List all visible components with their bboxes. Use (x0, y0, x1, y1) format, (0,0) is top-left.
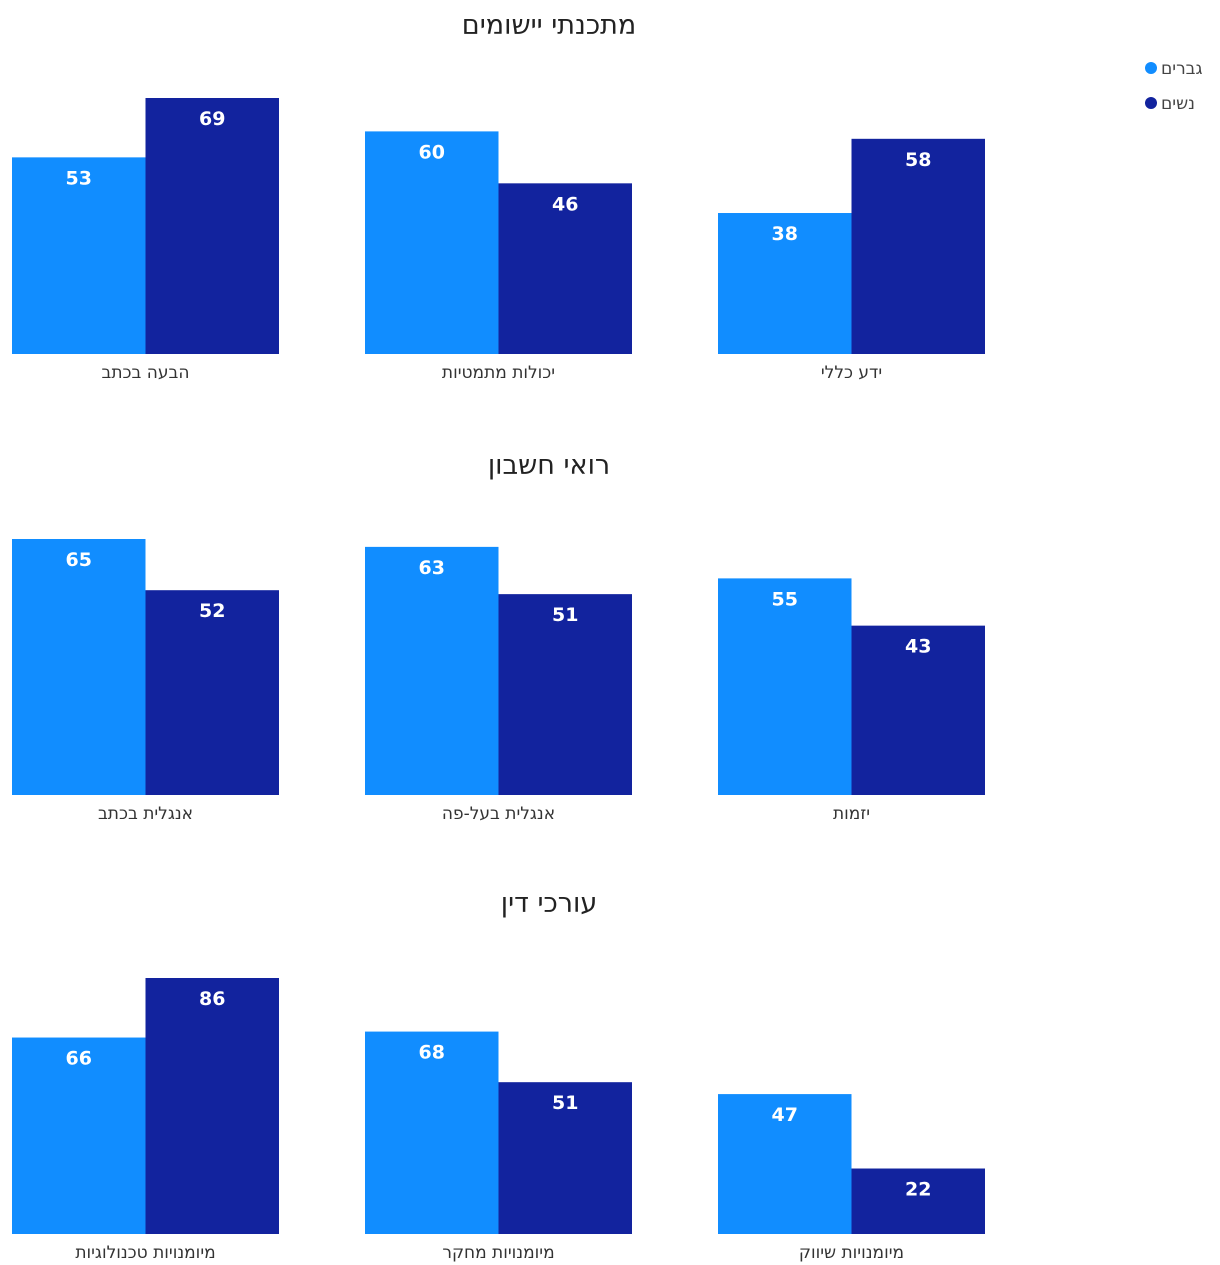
bar[interactable] (718, 1094, 852, 1234)
bar[interactable] (851, 138, 986, 354)
bar[interactable] (498, 594, 633, 795)
legend-item[interactable]: גברים (1145, 59, 1203, 79)
bar[interactable] (718, 213, 852, 354)
category-label: יזמות (833, 804, 870, 824)
bar[interactable] (12, 1037, 146, 1234)
data-label: 53 (66, 167, 92, 189)
bar[interactable] (851, 1168, 986, 1234)
data-label: 63 (419, 557, 445, 579)
bar[interactable] (718, 578, 852, 795)
legend-marker-icon (1145, 62, 1157, 74)
category-label: יכולות מתמטיות (442, 363, 555, 383)
data-label: 66 (66, 1048, 92, 1070)
bar[interactable] (145, 98, 280, 354)
bar[interactable] (365, 1031, 499, 1234)
data-label: 38 (772, 223, 798, 245)
category-label: מיומנויות שיווק (799, 1243, 904, 1263)
data-label: 43 (905, 636, 931, 658)
legend-label: נשים (1161, 94, 1195, 114)
bar[interactable] (145, 978, 280, 1234)
bar[interactable] (365, 546, 499, 795)
bar[interactable] (498, 183, 633, 354)
data-label: 55 (772, 588, 798, 610)
bar[interactable] (498, 1082, 633, 1234)
legend-marker-icon (1145, 97, 1157, 109)
bar[interactable] (12, 539, 146, 795)
data-label: 60 (419, 141, 445, 163)
chart-panels: מתכנתי יישומים 53 69 הבעה בכתב 60 46 יכולות מת… (12, 10, 985, 1263)
category-label: מיומנויות מחקר (442, 1243, 554, 1263)
bar[interactable] (145, 590, 280, 795)
data-label: 52 (199, 600, 225, 622)
category-label: מיומנויות טכנולוגיות (75, 1243, 215, 1263)
chart-title: רואי חשבון (488, 450, 610, 481)
data-label: 22 (905, 1179, 931, 1201)
data-label: 68 (419, 1042, 445, 1064)
category-label: הבעה בכתב (102, 363, 190, 383)
chart-panel: עורכי דין 66 86 מיומנויות טכנולוגיות 68 51 מיו… (12, 888, 985, 1263)
data-label: 47 (772, 1104, 798, 1126)
category-label: אנגלית בעל-פה (442, 804, 555, 824)
chart-title: עורכי דין (501, 888, 598, 919)
bar[interactable] (851, 625, 986, 795)
chart-legend: גברים נשים (1145, 59, 1203, 114)
data-label: 69 (199, 108, 225, 130)
chart-panel: רואי חשבון 65 52 אנגלית בכתב 63 51 אנגלית בעל-… (12, 450, 985, 824)
category-label: ידע כללי (821, 363, 882, 383)
bar[interactable] (12, 157, 146, 354)
chart-panel: מתכנתי יישומים 53 69 הבעה בכתב 60 46 יכולות מת… (12, 10, 985, 383)
data-label: 51 (552, 604, 578, 626)
category-label: אנגלית בכתב (98, 804, 193, 824)
legend-label: גברים (1161, 59, 1203, 79)
data-label: 46 (552, 193, 578, 215)
chart-title: מתכנתי יישומים (462, 10, 636, 41)
data-label: 65 (66, 549, 92, 571)
data-label: 58 (905, 149, 931, 171)
data-label: 51 (552, 1092, 578, 1114)
data-label: 86 (199, 988, 225, 1010)
bar[interactable] (365, 131, 499, 354)
legend-item[interactable]: נשים (1145, 94, 1195, 114)
